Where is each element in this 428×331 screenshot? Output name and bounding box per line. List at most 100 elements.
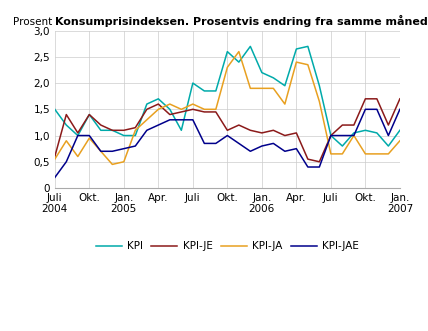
KPI-JA xyxy=(397,139,402,143)
KPI xyxy=(179,128,184,132)
Text: Prosent: Prosent xyxy=(13,18,53,27)
KPI-JAE xyxy=(294,147,299,151)
Line: KPI-JE: KPI-JE xyxy=(55,99,400,162)
KPI-JAE xyxy=(328,133,333,137)
KPI xyxy=(236,60,241,64)
Legend: KPI, KPI-JE, KPI-JA, KPI-JAE: KPI, KPI-JE, KPI-JA, KPI-JAE xyxy=(92,237,363,256)
KPI xyxy=(363,128,368,132)
KPI xyxy=(202,89,207,93)
KPI-JE xyxy=(121,128,126,132)
KPI-JE xyxy=(75,131,80,135)
KPI xyxy=(259,71,265,74)
KPI xyxy=(328,133,333,137)
KPI-JAE xyxy=(179,118,184,122)
KPI-JA xyxy=(213,107,218,111)
KPI xyxy=(121,133,126,137)
KPI xyxy=(305,44,310,48)
KPI-JAE xyxy=(271,141,276,145)
KPI-JA xyxy=(317,99,322,103)
KPI-JAE xyxy=(340,133,345,137)
KPI-JAE xyxy=(133,144,138,148)
KPI-JE xyxy=(271,128,276,132)
KPI xyxy=(167,107,172,111)
KPI xyxy=(374,131,380,135)
KPI xyxy=(294,47,299,51)
KPI-JE xyxy=(351,123,357,127)
KPI xyxy=(340,144,345,148)
KPI xyxy=(213,89,218,93)
KPI-JA xyxy=(248,86,253,90)
KPI-JE xyxy=(236,123,241,127)
KPI-JAE xyxy=(374,107,380,111)
KPI xyxy=(87,113,92,117)
Line: KPI-JA: KPI-JA xyxy=(55,52,400,165)
KPI-JA xyxy=(75,155,80,159)
KPI-JE xyxy=(213,110,218,114)
KPI xyxy=(248,44,253,48)
KPI-JA xyxy=(305,63,310,67)
KPI-JAE xyxy=(87,133,92,137)
KPI-JA xyxy=(363,152,368,156)
KPI xyxy=(144,102,149,106)
KPI-JAE xyxy=(110,149,115,153)
KPI-JA xyxy=(351,133,357,137)
KPI-JA xyxy=(294,60,299,64)
KPI-JA xyxy=(64,139,69,143)
KPI-JA xyxy=(374,152,380,156)
KPI-JE xyxy=(190,107,196,111)
KPI-JA xyxy=(133,128,138,132)
KPI-JA xyxy=(271,86,276,90)
KPI-JE xyxy=(282,133,288,137)
KPI-JAE xyxy=(248,149,253,153)
KPI-JAE xyxy=(317,165,322,169)
KPI-JE xyxy=(374,97,380,101)
KPI xyxy=(351,131,357,135)
KPI-JA xyxy=(144,118,149,122)
KPI-JE xyxy=(87,113,92,117)
KPI-JA xyxy=(282,102,288,106)
Line: KPI-JAE: KPI-JAE xyxy=(55,109,400,177)
KPI xyxy=(133,133,138,137)
KPI xyxy=(98,128,104,132)
KPI-JA xyxy=(202,107,207,111)
KPI-JA xyxy=(87,136,92,140)
KPI-JAE xyxy=(213,141,218,145)
KPI-JA xyxy=(236,50,241,54)
KPI-JE xyxy=(294,131,299,135)
KPI-JAE xyxy=(64,160,69,164)
KPI-JAE xyxy=(98,149,104,153)
KPI-JA xyxy=(156,107,161,111)
KPI-JAE xyxy=(144,128,149,132)
KPI-JAE xyxy=(305,165,310,169)
KPI-JE xyxy=(248,128,253,132)
KPI-JAE xyxy=(282,149,288,153)
KPI-JE xyxy=(397,97,402,101)
KPI-JE xyxy=(363,97,368,101)
KPI-JE xyxy=(317,160,322,164)
KPI-JE xyxy=(225,128,230,132)
KPI-JE xyxy=(167,113,172,117)
KPI xyxy=(110,128,115,132)
Line: KPI: KPI xyxy=(55,46,400,146)
KPI-JE xyxy=(386,123,391,127)
KPI-JAE xyxy=(52,175,57,179)
KPI-JAE xyxy=(397,107,402,111)
KPI-JE xyxy=(110,128,115,132)
KPI-JAE xyxy=(75,133,80,137)
KPI xyxy=(282,84,288,88)
KPI-JAE xyxy=(386,133,391,137)
KPI-JA xyxy=(167,102,172,106)
KPI xyxy=(386,144,391,148)
KPI-JAE xyxy=(121,147,126,151)
KPI-JA xyxy=(190,102,196,106)
KPI xyxy=(271,76,276,80)
KPI-JA xyxy=(328,152,333,156)
KPI-JA xyxy=(179,107,184,111)
KPI xyxy=(397,128,402,132)
KPI-JAE xyxy=(225,133,230,137)
KPI-JE xyxy=(328,133,333,137)
KPI-JA xyxy=(225,65,230,69)
KPI-JE xyxy=(305,157,310,161)
KPI-JA xyxy=(386,152,391,156)
KPI-JE xyxy=(52,155,57,159)
